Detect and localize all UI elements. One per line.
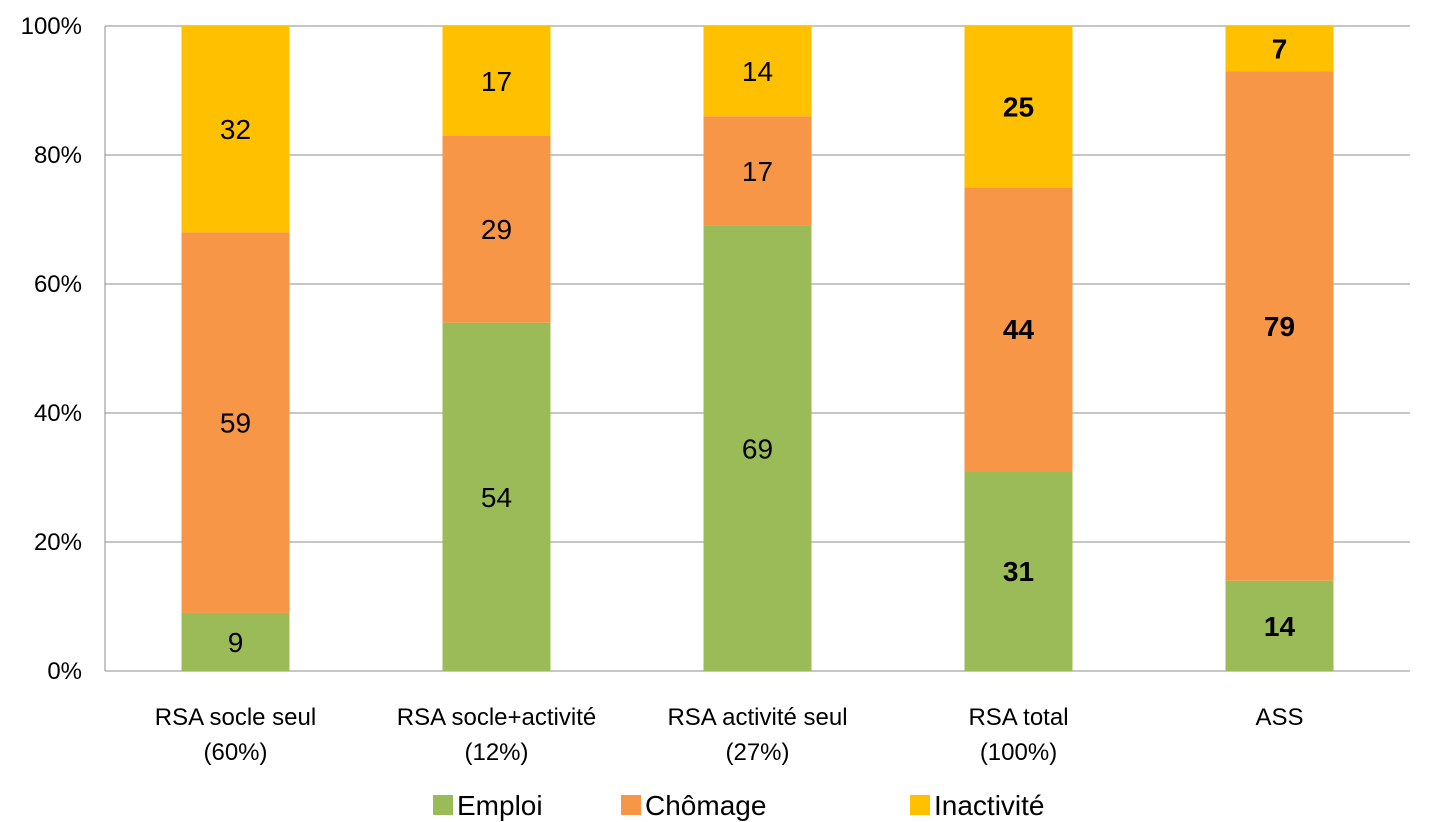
data-label: 31 — [1003, 556, 1034, 587]
bar-segment — [181, 612, 290, 671]
bar-segment — [442, 135, 551, 323]
data-label: 25 — [1003, 92, 1034, 123]
legend-swatch — [433, 795, 453, 815]
legend-swatch — [621, 795, 641, 815]
category-label: RSA socle+activité — [397, 704, 596, 731]
legend-label: Chômage — [645, 790, 766, 821]
data-label: 59 — [220, 408, 251, 439]
data-label: 17 — [481, 66, 512, 97]
bar-segment — [964, 187, 1073, 472]
category-label: RSA socle seul — [155, 704, 316, 731]
legend-label: Inactivité — [934, 790, 1045, 821]
y-tick-label: 100% — [21, 13, 82, 40]
bar-segment — [442, 322, 551, 671]
y-tick-label: 40% — [34, 400, 82, 427]
data-label: 44 — [1003, 314, 1035, 345]
bar-segment — [1225, 26, 1334, 72]
category-label: (100%) — [980, 739, 1057, 766]
category-label: ASS — [1255, 704, 1303, 731]
bar-segment — [964, 26, 1073, 188]
data-label: 54 — [481, 482, 512, 513]
y-axis-ticks: 0% 20% 40% 60% 80% 100% — [21, 13, 82, 685]
data-label: 32 — [220, 114, 251, 145]
bar-segment — [181, 26, 290, 233]
bar-segment — [964, 471, 1073, 671]
data-label: 79 — [1264, 311, 1295, 342]
y-tick-label: 20% — [34, 529, 82, 556]
bar-segment — [703, 116, 812, 226]
bar-segment — [181, 232, 290, 613]
y-tick-label: 0% — [47, 658, 82, 685]
category-label: RSA activité seul — [667, 704, 847, 731]
category-label: RSA total — [968, 704, 1068, 731]
category-label: (27%) — [725, 739, 789, 766]
bar-segment — [703, 225, 812, 671]
bar-segment — [703, 26, 812, 117]
bar-segment — [1225, 71, 1334, 581]
data-label: 14 — [1264, 611, 1296, 642]
legend-label: Emploi — [457, 790, 543, 821]
category-label: (12%) — [464, 739, 528, 766]
bar-segment — [1225, 580, 1334, 671]
legend: Emploi Chômage Inactivité — [433, 790, 1045, 821]
data-labels: 9 59 32 54 29 17 69 17 14 31 44 25 14 79 7 — [220, 34, 1296, 658]
y-tick-label: 80% — [34, 142, 82, 169]
data-label: 14 — [742, 56, 773, 87]
data-label: 29 — [481, 214, 512, 245]
data-label: 69 — [742, 433, 773, 464]
y-tick-label: 60% — [34, 271, 82, 298]
bar-segment — [442, 26, 551, 136]
x-axis-categories: RSA socle seul (60%) RSA socle+activité (12… — [155, 704, 1304, 766]
category-label: (60%) — [203, 739, 267, 766]
data-label: 17 — [742, 156, 773, 187]
legend-swatch — [910, 795, 930, 815]
bars — [181, 26, 1334, 671]
data-label: 7 — [1272, 34, 1288, 65]
data-label: 9 — [228, 627, 244, 658]
